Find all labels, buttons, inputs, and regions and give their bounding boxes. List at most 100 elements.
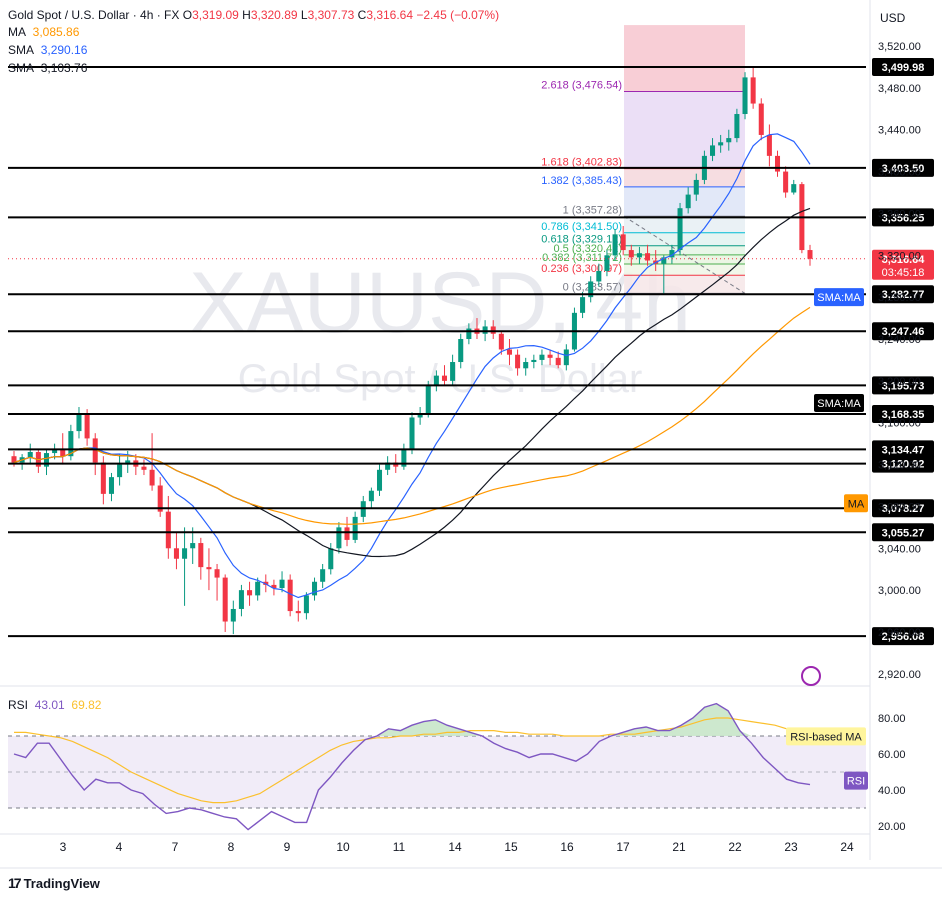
price-tick-9: 3,160.00 xyxy=(878,418,921,430)
x-tick-3: 8 xyxy=(228,840,235,854)
tradingview-logo[interactable]: 17 TradingView xyxy=(8,875,100,891)
price-tick-7: 3,240.00 xyxy=(878,334,921,346)
level-label-8: 3,120.92 xyxy=(882,459,925,471)
candle-body xyxy=(173,548,179,559)
price-tick-4: 3,360.00 xyxy=(878,208,921,220)
level-label-0: 3,499.98 xyxy=(882,62,925,74)
fib-zone-9 xyxy=(624,275,745,294)
ma-legend[interactable]: MA 3,085.86 xyxy=(8,25,80,39)
candle-body xyxy=(92,438,98,463)
candle-body xyxy=(783,171,789,193)
candle-body xyxy=(84,414,90,439)
last-price-label: 3,316.64 xyxy=(882,254,926,266)
candle-body xyxy=(515,354,521,369)
candle-body xyxy=(328,548,334,570)
candle-body xyxy=(43,453,50,467)
tag-rsi-bg xyxy=(844,771,868,790)
candle-body xyxy=(450,362,456,381)
x-tick-8: 15 xyxy=(504,840,518,854)
candle-body xyxy=(247,590,253,596)
price-tick-8: 3,200.00 xyxy=(878,376,921,388)
candle-body xyxy=(506,349,512,355)
x-tick-1: 4 xyxy=(116,840,123,854)
watermark-name: Gold Spot / U.S. Dollar xyxy=(238,357,643,401)
candle-body xyxy=(433,375,439,387)
x-tick-6: 11 xyxy=(393,840,406,854)
rsi-tick-3: 20.00 xyxy=(878,821,906,833)
x-tick-5: 10 xyxy=(336,840,350,854)
ma-line xyxy=(13,306,811,525)
candle-body xyxy=(376,469,383,491)
candle-body xyxy=(157,485,163,512)
candle-body xyxy=(182,548,188,559)
sma-slow-legend[interactable]: SMA 3,103.76 xyxy=(8,61,88,75)
candle-body xyxy=(312,581,318,596)
candle-body xyxy=(190,543,196,549)
candle-body xyxy=(125,460,131,465)
candle-body xyxy=(458,339,464,363)
candle-body xyxy=(604,255,610,271)
ma-legend-value: 3,085.86 xyxy=(32,25,80,39)
candle-body xyxy=(636,253,642,258)
level-label-10: 3,055.27 xyxy=(882,527,925,539)
fib-zone-8 xyxy=(624,263,745,276)
candle-body xyxy=(807,250,813,259)
price-tick-6: 3,280.00 xyxy=(878,292,921,304)
x-tick-12: 22 xyxy=(728,840,742,854)
candle-body xyxy=(555,357,561,366)
fib-level-label-5: 0.618 (3,329.12) xyxy=(541,234,622,246)
level-label-9: 3,078.27 xyxy=(882,503,925,515)
level-label-bg-10 xyxy=(872,523,934,542)
candle-body xyxy=(588,281,594,298)
level-label-4: 3,247.46 xyxy=(882,326,925,338)
fib-level-label-0: 2.618 (3,476.54) xyxy=(541,79,622,91)
symbol-legend: Gold Spot / U.S. Dollar · 4h · FX O3,319… xyxy=(8,8,500,22)
level-label-bg-11 xyxy=(872,627,934,646)
candle-body xyxy=(368,490,374,502)
candle-body xyxy=(255,581,261,596)
candle-body xyxy=(498,333,504,350)
levels-group: 3,499.98 3,403.50 3,356.25 3,282.77 3,247.46… xyxy=(8,57,934,646)
candle-body xyxy=(677,208,683,251)
candle-body xyxy=(791,184,797,193)
candle-body xyxy=(100,462,106,494)
tag-sma-ma-slow-bg xyxy=(814,394,864,413)
candle-body xyxy=(685,194,691,209)
level-label-bg-7 xyxy=(872,440,934,459)
candle-body xyxy=(230,608,236,622)
alert-clock-icon xyxy=(801,666,821,686)
candle-body xyxy=(108,477,114,494)
x-tick-11: 21 xyxy=(672,840,686,854)
level-label-6: 3,168.35 xyxy=(882,409,925,421)
open-value: 3,319.09 xyxy=(192,8,239,22)
symbol-title[interactable]: Gold Spot / U.S. Dollar · 4h · FX xyxy=(8,8,180,22)
candle-body xyxy=(68,431,74,457)
candle-body xyxy=(596,270,602,282)
rsi-legend-value: 43.01 xyxy=(34,698,65,712)
price-tick-5: 3,320.00 xyxy=(878,250,921,262)
fib-level-label-3: 1 (3,357.28) xyxy=(563,204,622,216)
candle-body xyxy=(466,328,472,339)
candle-body xyxy=(563,349,569,366)
rsi-tick-2: 40.00 xyxy=(878,785,906,797)
candle-body xyxy=(628,250,634,258)
rsi-overbought-fill xyxy=(14,703,810,736)
candle-body xyxy=(141,466,147,470)
candle-body xyxy=(547,354,553,358)
x-tick-0: 3 xyxy=(60,840,67,854)
candle-body xyxy=(417,414,423,418)
sma-fast-legend[interactable]: SMA 3,290.16 xyxy=(8,43,88,57)
price-tick-2: 3,440.00 xyxy=(878,125,921,137)
tag-ma: MA xyxy=(848,498,865,510)
candle-body xyxy=(385,462,391,470)
price-tick-14: 2,960.00 xyxy=(878,627,921,639)
countdown-label: 03:45:18 xyxy=(882,267,925,279)
candle-body xyxy=(11,456,17,463)
fib-zone-6 xyxy=(624,245,745,255)
rsi-legend[interactable]: RSI 43.01 69.82 xyxy=(8,698,102,712)
candle-body xyxy=(149,469,155,486)
x-tick-10: 17 xyxy=(616,840,630,854)
level-label-5: 3,195.73 xyxy=(882,380,925,392)
